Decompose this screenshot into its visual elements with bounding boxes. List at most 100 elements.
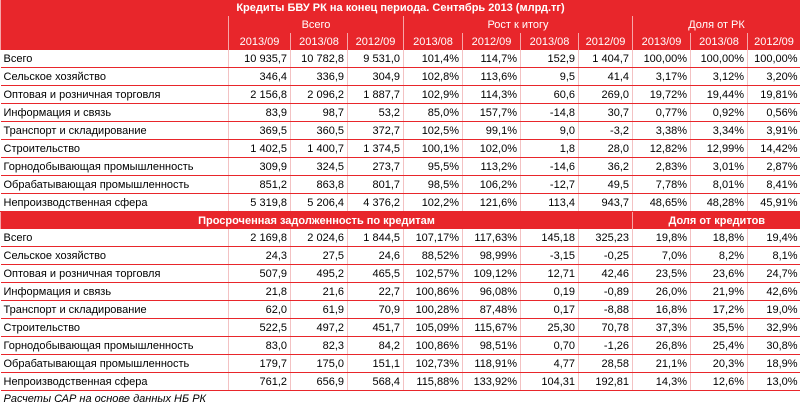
data-cell: -12,7 [521, 176, 579, 194]
data-cell: 360,5 [291, 122, 348, 140]
header-empty [1, 33, 229, 50]
data-cell: 61,9 [291, 301, 348, 319]
data-cell: 98,5% [404, 176, 463, 194]
data-cell: 30,7 [579, 104, 633, 122]
data-cell: 113,2% [463, 158, 521, 176]
data-cell: 21,1% [633, 355, 691, 373]
data-cell: 18,9% [748, 355, 800, 373]
data-cell: 24,7% [748, 265, 800, 283]
data-cell: 3,12% [691, 68, 748, 86]
data-cell: 121,6% [463, 194, 521, 212]
data-cell: 114,7% [463, 50, 521, 68]
data-cell: 12,82% [633, 140, 691, 158]
data-cell: 18,8% [691, 229, 748, 247]
data-cell: 0,70 [521, 337, 579, 355]
data-cell: 84,2 [348, 337, 404, 355]
data-cell: 1 402,5 [229, 140, 291, 158]
group-header: Всего [229, 16, 404, 33]
data-cell: 88,52% [404, 247, 463, 265]
data-cell: 100,00% [633, 50, 691, 68]
data-cell: 8,1% [748, 247, 800, 265]
row-label: Строительство [1, 319, 229, 337]
row-label: Горнодобывающая промышленность [1, 337, 229, 355]
data-cell: 451,7 [348, 319, 404, 337]
data-cell: 48,65% [633, 194, 691, 212]
data-cell: 36,2 [579, 158, 633, 176]
data-cell: 45,91% [748, 194, 800, 212]
data-cell: 28,58 [579, 355, 633, 373]
row-label: Обрабатывающая промышленность [1, 355, 229, 373]
data-cell: 32,9% [748, 319, 800, 337]
data-cell: 70,9 [348, 301, 404, 319]
row-label: Информация и связь [1, 104, 229, 122]
data-cell: 269,0 [579, 86, 633, 104]
data-cell: 117,63% [463, 229, 521, 247]
row-label: Непроизводственная сфера [1, 373, 229, 391]
data-cell: 801,7 [348, 176, 404, 194]
data-cell: 102,57% [404, 265, 463, 283]
data-cell: 157,7% [463, 104, 521, 122]
data-cell: 30,8% [748, 337, 800, 355]
data-cell: 863,8 [291, 176, 348, 194]
data-cell: 943,7 [579, 194, 633, 212]
data-cell: 495,2 [291, 265, 348, 283]
year-header: 2012/09 [348, 33, 404, 50]
data-cell: -3,2 [579, 122, 633, 140]
data-cell: 23,5% [633, 265, 691, 283]
data-cell: 192,81 [579, 373, 633, 391]
data-cell: 1 887,7 [348, 86, 404, 104]
data-cell: 102,2% [404, 194, 463, 212]
data-cell: 3,91% [748, 122, 800, 140]
data-cell: 98,51% [463, 337, 521, 355]
data-cell: 133,92% [463, 373, 521, 391]
data-cell: 1 400,7 [291, 140, 348, 158]
data-cell: 21,8 [229, 283, 291, 301]
data-cell: 336,9 [291, 68, 348, 86]
data-cell: 98,99% [463, 247, 521, 265]
header-empty [1, 16, 229, 33]
data-cell: 100,28% [404, 301, 463, 319]
data-cell: 42,46 [579, 265, 633, 283]
data-cell: 2 024,6 [291, 229, 348, 247]
year-header: 2013/08 [691, 33, 748, 50]
data-cell: 53,2 [348, 104, 404, 122]
data-cell: 109,12% [463, 265, 521, 283]
data-cell: 106,2% [463, 176, 521, 194]
data-cell: 100,00% [691, 50, 748, 68]
data-cell: 22,7 [348, 283, 404, 301]
data-cell: 0,17 [521, 301, 579, 319]
data-cell: 1 404,7 [579, 50, 633, 68]
data-cell: 37,3% [633, 319, 691, 337]
data-cell: 107,17% [404, 229, 463, 247]
data-cell: 104,31 [521, 373, 579, 391]
data-cell: -14,6 [521, 158, 579, 176]
data-cell: 12,6% [691, 373, 748, 391]
data-cell: 21,6 [291, 283, 348, 301]
row-label: Оптовая и розничная торговля [1, 86, 229, 104]
data-cell: 100,1% [404, 140, 463, 158]
data-cell: 85,0% [404, 104, 463, 122]
data-cell: 100,86% [404, 283, 463, 301]
data-cell: 24,3 [229, 247, 291, 265]
data-cell: 145,18 [521, 229, 579, 247]
row-label: Горнодобывающая промышленность [1, 158, 229, 176]
data-cell: 1 374,5 [348, 140, 404, 158]
year-header: 2013/08 [291, 33, 348, 50]
year-header: 2012/09 [748, 33, 800, 50]
data-cell: 9 531,0 [348, 50, 404, 68]
data-cell: 0,56% [748, 104, 800, 122]
footer-note: Расчеты САР на основе данных НБ РК [1, 391, 800, 407]
data-cell: 2 169,8 [229, 229, 291, 247]
row-label: Информация и связь [1, 283, 229, 301]
data-cell: 0,92% [691, 104, 748, 122]
